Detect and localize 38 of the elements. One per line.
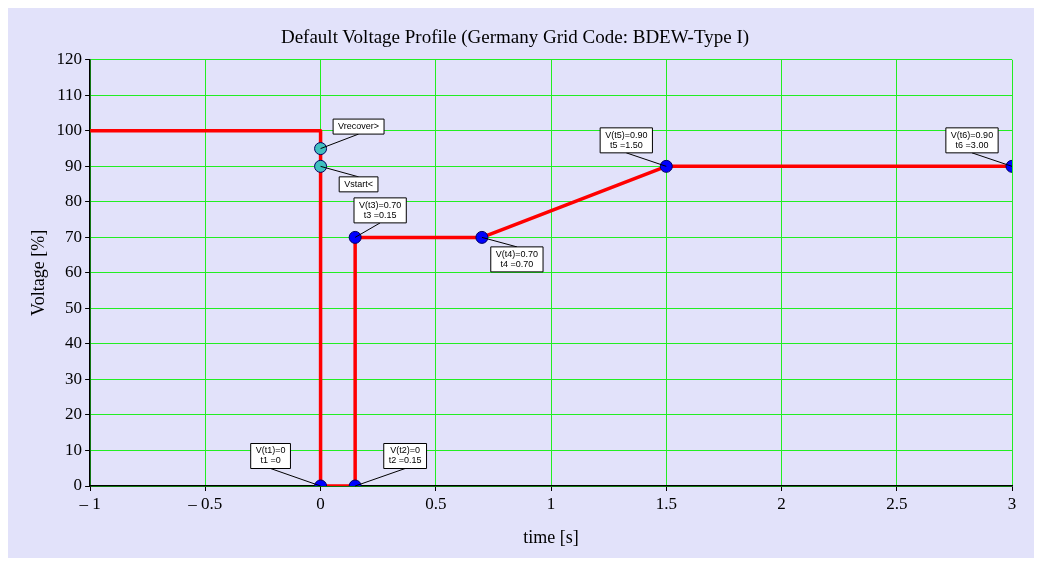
x-tick-label: 1.5: [655, 493, 677, 513]
x-tick-label: 1: [546, 493, 556, 513]
x-tick-label: 3: [1007, 493, 1017, 513]
y-tick-label: 0: [73, 475, 83, 495]
annotation: Vrecover>: [338, 121, 380, 132]
y-tick-label: 60: [65, 262, 83, 282]
y-tick-label: 40: [65, 333, 83, 353]
y-tick-label: 50: [65, 297, 83, 317]
y-tick-label: 120: [56, 49, 83, 69]
x-tick-label: 2.5: [886, 493, 908, 513]
annotation: V(t1)=0 t1 =0: [255, 445, 286, 466]
y-tick-label: 100: [56, 120, 83, 140]
x-tick-label: 0.5: [425, 493, 447, 513]
point: [314, 142, 328, 156]
annotation: V(t5)=0.90 t5 =1.50: [605, 129, 648, 150]
x-tick-label: 0: [316, 493, 325, 513]
y-tick-label: 10: [65, 439, 83, 459]
y-tick-label: 30: [65, 368, 83, 388]
point: [314, 159, 328, 173]
x-tick-label: – 1: [78, 493, 101, 513]
x-axis-title: time [s]: [523, 526, 579, 547]
point: [659, 159, 673, 173]
annotation: V(t3)=0.70 t3 =0.15: [359, 199, 402, 220]
chart-title: Default Voltage Profile (Germany Grid Code: BDEW-Type I): [280, 26, 750, 49]
y-tick-label: 80: [65, 191, 83, 211]
annotation: V(t6)=0.90 t6 =3.00: [950, 129, 994, 150]
y-tick-label: 90: [65, 155, 83, 175]
annotation: Vstart<: [344, 178, 373, 189]
y-axis-title: Voltage [%]: [27, 229, 48, 316]
y-tick-label: 70: [65, 226, 83, 246]
annotation: V(t4)=0.70 t4 =0.70: [495, 248, 539, 269]
annotation: V(t2)=0 t2 =0.15: [388, 445, 422, 466]
x-tick-label: – 0.5: [187, 493, 223, 513]
point: [348, 230, 362, 244]
x-tick-label: 2: [777, 493, 786, 513]
point: [475, 230, 489, 244]
y-tick-label: 20: [65, 404, 83, 424]
y-tick-label: 110: [57, 84, 83, 104]
